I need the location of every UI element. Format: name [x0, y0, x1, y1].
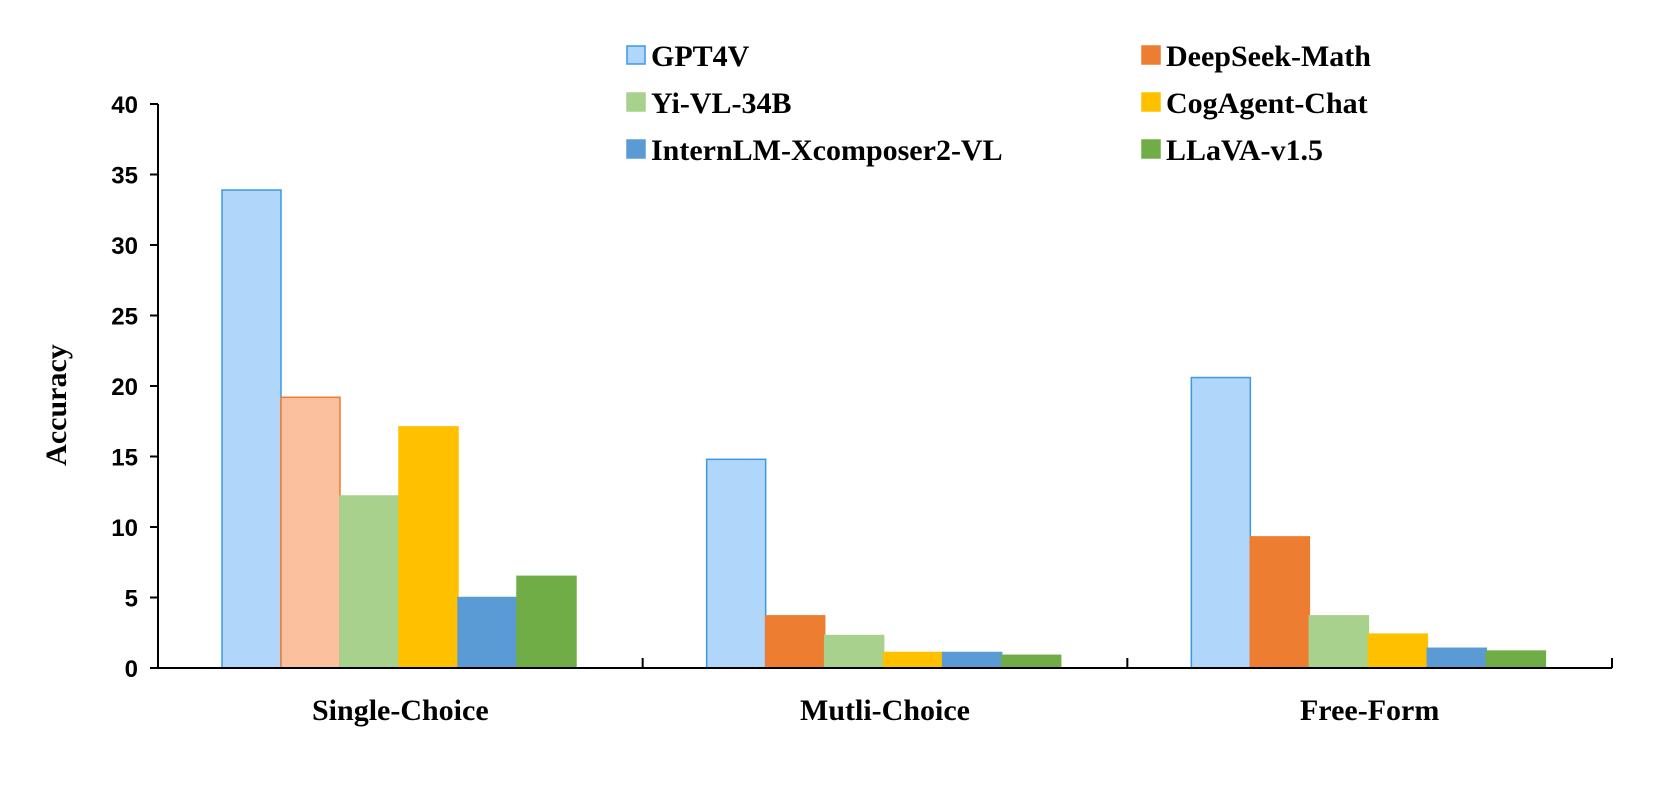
legend-label: CogAgent-Chat: [1166, 87, 1368, 120]
bar-gpt4v-free-form: [1190, 376, 1252, 669]
y-tick-label: 5: [125, 586, 138, 613]
legend-swatch: [626, 45, 646, 65]
bar-deepseek-math-single-choice: [280, 396, 341, 669]
legend-swatch: [626, 139, 646, 159]
legend-label: InternLM-Xcomposer2-VL: [651, 134, 1003, 167]
bar-internlm-xcomposer2-vl-single-choice: [457, 596, 518, 669]
y-tick-label: 40: [111, 92, 138, 119]
bar-deepseek-math-free-form: [1249, 536, 1311, 669]
bar-llava-v1-5-single-choice: [516, 575, 577, 669]
y-axis-title: Accuracy: [40, 344, 73, 466]
bar-internlm-xcomposer2-vl-free-form: [1426, 647, 1488, 669]
bar-yi-vl-34b-single-choice: [339, 495, 400, 669]
x-category-label: Mutli-Choice: [800, 694, 970, 727]
bar-gpt4v-single-choice: [221, 189, 282, 669]
y-tick-label: 0: [125, 656, 138, 683]
bar-deepseek-math-mutli-choice: [764, 615, 826, 669]
legend-label: DeepSeek-Math: [1166, 40, 1371, 73]
legend-swatch: [1141, 45, 1161, 65]
legend-swatch: [1141, 92, 1161, 112]
y-tick-label: 30: [111, 233, 138, 260]
x-category-label: Free-Form: [1300, 694, 1439, 727]
bar-llava-v1-5-free-form: [1485, 650, 1547, 669]
y-tick-label: 15: [111, 445, 138, 472]
legend-swatch: [626, 92, 646, 112]
bar-llava-v1-5-mutli-choice: [1000, 654, 1062, 669]
y-tick-label: 20: [111, 374, 138, 401]
y-tick-label: 25: [111, 304, 138, 331]
bar-yi-vl-34b-mutli-choice: [823, 634, 885, 669]
legend-swatch: [1141, 139, 1161, 159]
bar-internlm-xcomposer2-vl-mutli-choice: [941, 651, 1003, 669]
bar-cogagent-chat-mutli-choice: [882, 651, 944, 669]
legend-label: Yi-VL-34B: [651, 87, 792, 120]
bar-cogagent-chat-single-choice: [398, 426, 459, 669]
x-category-label: Single-Choice: [312, 694, 489, 727]
y-tick-label: 35: [111, 163, 138, 190]
legend-label: GPT4V: [651, 40, 750, 73]
legend-label: LLaVA-v1.5: [1166, 134, 1323, 167]
bar-gpt4v-mutli-choice: [705, 458, 767, 669]
bar-yi-vl-34b-free-form: [1308, 615, 1370, 669]
y-tick-label: 10: [111, 515, 138, 542]
bar-cogagent-chat-free-form: [1367, 633, 1429, 669]
